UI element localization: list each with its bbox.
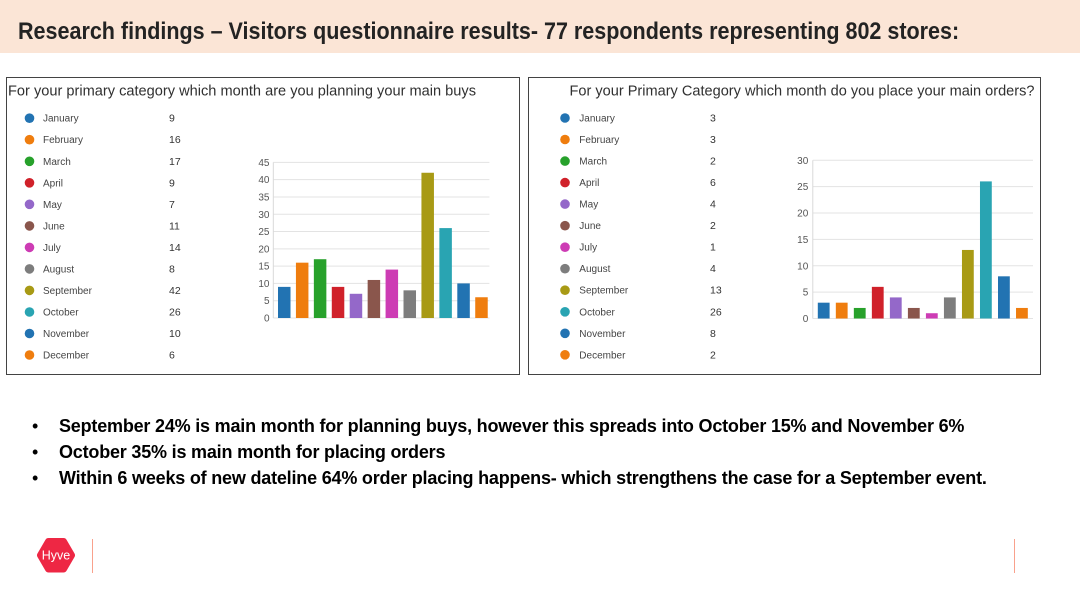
svg-text:16: 16: [169, 134, 181, 146]
svg-text:December: December: [579, 350, 626, 361]
svg-text:August: August: [43, 264, 74, 275]
svg-text:July: July: [579, 243, 597, 254]
svg-text:25: 25: [797, 182, 809, 193]
svg-text:0: 0: [264, 314, 270, 325]
svg-text:November: November: [579, 329, 626, 340]
svg-text:2: 2: [710, 349, 716, 361]
svg-text:6: 6: [169, 350, 175, 362]
svg-text:8: 8: [169, 263, 175, 275]
svg-text:May: May: [579, 200, 598, 211]
svg-text:20: 20: [258, 244, 270, 255]
svg-text:June: June: [43, 221, 65, 232]
svg-text:40: 40: [258, 175, 270, 186]
svg-text:5: 5: [803, 288, 809, 299]
svg-text:13: 13: [710, 285, 722, 297]
svg-text:7: 7: [169, 199, 175, 211]
svg-text:1: 1: [710, 242, 716, 254]
svg-text:6: 6: [710, 177, 716, 189]
svg-text:4: 4: [710, 263, 716, 275]
svg-text:February: February: [43, 135, 83, 146]
svg-text:June: June: [579, 221, 601, 232]
svg-text:January: January: [579, 114, 615, 125]
svg-text:10: 10: [797, 261, 809, 272]
svg-text:January: January: [43, 114, 79, 125]
svg-text:For your Primary Category whic: For your Primary Category which month do…: [570, 84, 1035, 100]
svg-text:November: November: [43, 329, 90, 340]
svg-text:10: 10: [169, 328, 181, 340]
svg-text:July: July: [43, 243, 61, 254]
svg-text:December: December: [43, 351, 90, 362]
svg-text:0: 0: [803, 314, 809, 325]
svg-text:August: August: [579, 264, 610, 275]
svg-text:35: 35: [258, 192, 270, 203]
svg-text:26: 26: [710, 306, 722, 318]
svg-text:Hyve: Hyve: [42, 549, 71, 563]
svg-text:17: 17: [169, 156, 181, 168]
svg-text:10: 10: [258, 279, 270, 290]
svg-text:4: 4: [710, 199, 716, 211]
svg-text:30: 30: [258, 210, 270, 221]
svg-text:9: 9: [169, 113, 175, 125]
svg-text:September: September: [43, 286, 93, 297]
svg-text:For your primary category whic: For your primary category which month ar…: [8, 84, 476, 100]
svg-text:45: 45: [258, 158, 270, 169]
svg-text:15: 15: [258, 262, 270, 273]
svg-text:9: 9: [169, 177, 175, 189]
svg-text:5: 5: [264, 296, 270, 307]
svg-text:April: April: [579, 178, 599, 189]
svg-text:26: 26: [169, 307, 181, 319]
svg-text:42: 42: [169, 285, 181, 297]
svg-text:March: March: [43, 157, 71, 168]
svg-text:April: April: [43, 178, 63, 189]
svg-text:3: 3: [710, 134, 716, 146]
svg-text:20: 20: [797, 209, 809, 220]
svg-text:3: 3: [710, 113, 716, 125]
svg-text:March: March: [579, 157, 607, 168]
svg-text:2: 2: [710, 156, 716, 168]
svg-text:May: May: [43, 200, 62, 211]
svg-text:8: 8: [710, 328, 716, 340]
svg-text:October: October: [43, 308, 79, 319]
svg-text:February: February: [579, 135, 619, 146]
svg-text:11: 11: [169, 220, 180, 232]
svg-text:15: 15: [797, 235, 809, 246]
svg-text:14: 14: [169, 242, 181, 254]
svg-text:October: October: [579, 307, 615, 318]
svg-text:2: 2: [710, 220, 716, 232]
svg-text:25: 25: [258, 227, 270, 238]
svg-text:30: 30: [797, 156, 809, 167]
svg-text:September: September: [579, 286, 629, 297]
